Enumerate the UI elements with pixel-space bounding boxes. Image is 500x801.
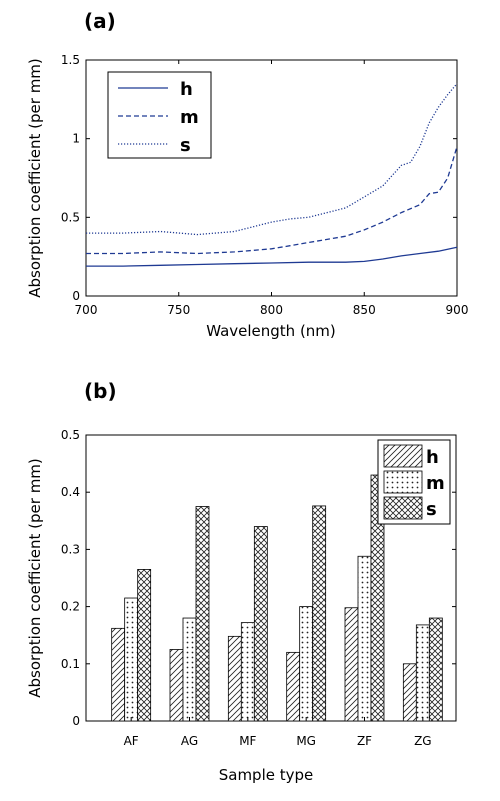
x-axis-title-a: Wavelength (nm) [206, 322, 336, 340]
x-tick-label: ZG [414, 734, 432, 748]
x-tick-label: ZF [357, 734, 372, 748]
legend-label-s: s [180, 135, 191, 156]
y-tick-label: 0.2 [61, 600, 80, 614]
line-chart: 0 0.5 1 1.5 700 750 800 850 900 hms Wavelength … [26, 53, 468, 340]
bar-ZF-h [344, 607, 359, 722]
y-tick-label: 0.5 [61, 428, 80, 442]
bar-MG-m [299, 606, 314, 722]
legend-a: hms [107, 71, 212, 159]
y-tick-label: 0 [72, 714, 80, 728]
x-tick-label: 900 [446, 303, 469, 317]
y-tick-label: 1 [72, 132, 80, 146]
series-line-s [86, 83, 458, 236]
bar-AF-h [111, 627, 126, 722]
legend-swatch-s [383, 496, 423, 520]
bar-AG-s [195, 506, 210, 722]
legend-label-s: s [426, 499, 437, 520]
bar-ZF-m [357, 555, 372, 722]
x-axis-ticks-b: AF AG MF MG ZF ZG [124, 717, 432, 748]
series-line-m [86, 146, 458, 255]
bar-AF-s [137, 569, 152, 722]
plot-frame-b [85, 434, 457, 722]
bar-MF-h [227, 635, 242, 722]
legend-label-m: m [426, 473, 445, 494]
legend-label-h: h [426, 447, 439, 468]
bar-chart: 0 0.1 0.2 0.3 0.4 0.5 AF AG MF MG ZF ZG hms Sample… [26, 428, 457, 784]
y-tick-label: 0.5 [61, 210, 80, 224]
bar-MG-s [312, 505, 327, 722]
panel-a-label: (a) [84, 9, 116, 33]
legend-b: hms [377, 439, 451, 525]
bar-MF-s [253, 526, 268, 722]
y-tick-label: 0 [72, 289, 80, 303]
legend-label-m: m [180, 107, 199, 128]
bar-ZG-s [428, 617, 443, 722]
x-axis-ticks-a: 700 750 800 850 900 [75, 60, 469, 317]
bar-AF-m [124, 597, 139, 722]
y-axis-title-b: Absorption coefficient (per mm) [26, 458, 44, 698]
y-tick-label: 0.3 [61, 542, 80, 556]
bar-MG-h [286, 651, 301, 722]
bar-ZG-h [402, 663, 417, 722]
legend-swatch-m [383, 470, 423, 494]
x-tick-label: 850 [353, 303, 376, 317]
y-tick-label: 0.4 [61, 485, 80, 499]
panel-b-label: (b) [84, 379, 117, 403]
bar-AG-h [169, 649, 184, 722]
x-axis-title-b: Sample type [219, 766, 314, 784]
y-tick-label: 0.1 [61, 657, 80, 671]
legend-swatch-h [383, 444, 423, 468]
bar-ZG-m [415, 624, 430, 722]
y-axis-title-a: Absorption coefficient (per mm) [26, 58, 44, 298]
x-tick-label: 700 [75, 303, 98, 317]
y-axis-ticks-b: 0 0.1 0.2 0.3 0.4 0.5 [61, 428, 456, 728]
bars-b [111, 474, 443, 722]
series-line-h [86, 246, 458, 267]
series-lines-a [86, 83, 458, 267]
legend-label-h: h [180, 79, 193, 100]
x-tick-label: MF [239, 734, 256, 748]
x-tick-label: 750 [167, 303, 190, 317]
x-tick-label: 800 [260, 303, 283, 317]
x-tick-label: MG [296, 734, 316, 748]
y-axis-ticks-a: 0 0.5 1 1.5 [61, 53, 457, 303]
bar-AG-m [182, 617, 197, 722]
bar-MF-m [240, 622, 255, 722]
x-tick-label: AF [124, 734, 139, 748]
y-tick-label: 1.5 [61, 53, 80, 67]
x-tick-label: AG [181, 734, 198, 748]
